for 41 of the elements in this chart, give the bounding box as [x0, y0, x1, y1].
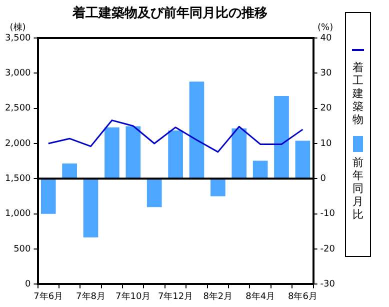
y-tick-label: 2,500 — [5, 104, 32, 114]
y-tick-label: 0 — [25, 280, 32, 290]
y-axis-title: (棟) — [10, 22, 26, 33]
bar — [104, 127, 120, 178]
bar — [40, 179, 56, 214]
y2-tick-label: 0 — [320, 174, 326, 184]
y2-tick-label: -30 — [320, 280, 336, 290]
y2-tick-label: 20 — [320, 104, 332, 114]
y-tick-label: 1,500 — [5, 174, 32, 184]
x-tick-label: 7年10月 — [116, 290, 151, 302]
y-tick-label: 500 — [14, 244, 32, 254]
bar — [210, 179, 226, 196]
chart-title: 着工建築物及び前年同月比の推移 — [71, 4, 268, 22]
x-tick-label: 7年12月 — [158, 290, 194, 302]
x-tick-label: 8年4月 — [246, 290, 276, 302]
y-tick-label: 1,000 — [5, 209, 32, 220]
bar — [295, 140, 310, 178]
y-tick-label: 3,000 — [5, 68, 32, 79]
y-tick-label: 2,000 — [5, 138, 32, 149]
legend-label: 着工建築物 — [352, 61, 364, 126]
x-tick-label: 8年2月 — [203, 290, 233, 302]
bar — [189, 82, 204, 178]
y2-tick-label: 40 — [320, 33, 332, 44]
bar — [274, 96, 289, 178]
bar — [168, 130, 183, 178]
legend-label: 前年同月比 — [352, 156, 364, 221]
bar — [62, 164, 77, 178]
y2-tick-label: -20 — [320, 244, 336, 254]
bar — [232, 128, 247, 178]
x-tick-label: 8年6月 — [288, 290, 318, 302]
y2-tick-label: -10 — [320, 209, 336, 220]
x-tick-label: 7年8月 — [76, 290, 106, 302]
bar — [146, 179, 162, 208]
x-tick-label: 7年6月 — [34, 290, 64, 302]
bar — [252, 160, 268, 178]
y2-axis-title: (%) — [318, 23, 334, 33]
y2-tick-label: 10 — [320, 138, 332, 149]
y-tick-label: 3,500 — [5, 33, 32, 44]
y2-tick-label: 30 — [320, 68, 332, 79]
bar — [126, 126, 141, 178]
bar — [83, 179, 98, 238]
